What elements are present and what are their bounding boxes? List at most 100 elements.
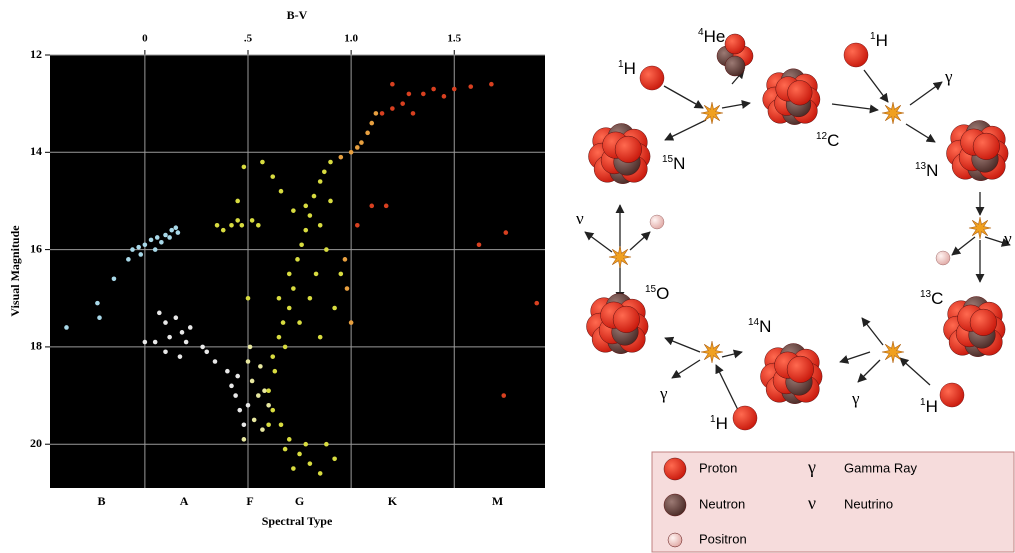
spectral-type-label: F: [246, 494, 253, 508]
star-point: [308, 213, 313, 218]
star-point: [287, 306, 292, 311]
arrow: [716, 365, 738, 410]
y-tick-label: 14: [30, 144, 42, 158]
star-point: [328, 160, 333, 165]
star-point: [235, 218, 240, 223]
arrow: [832, 104, 878, 110]
figure: B-V Spectral Type Visual Magnitude 0.51.…: [0, 0, 1015, 553]
star-point: [153, 340, 158, 345]
symbol: γ: [659, 384, 668, 403]
star-point: [126, 257, 131, 262]
spectral-type-label: K: [388, 494, 398, 508]
y-tick-label: 16: [30, 241, 42, 255]
star-point: [303, 442, 308, 447]
arrow: [900, 358, 930, 385]
mass-number: 12: [816, 131, 828, 142]
reaction-star: [701, 341, 723, 363]
star-point: [318, 179, 323, 184]
reaction-star: [701, 102, 723, 124]
star-point: [369, 121, 374, 126]
star-point: [489, 82, 494, 87]
mass-number: 13: [920, 289, 932, 300]
star-point: [143, 242, 148, 247]
star-point: [270, 354, 275, 359]
proton: [973, 133, 1000, 160]
star-point: [355, 223, 360, 228]
star-point: [349, 150, 354, 155]
star-point: [308, 296, 313, 301]
symbol: γ: [944, 67, 953, 86]
star-point: [246, 359, 251, 364]
star-point: [270, 174, 275, 179]
legend-symbol: γ: [807, 457, 816, 477]
spectral-type-label: B: [98, 494, 106, 508]
arrow: [585, 232, 612, 252]
symbol: He: [704, 27, 726, 46]
symbol: H: [624, 59, 636, 78]
symbol: C: [931, 289, 943, 308]
star-point: [407, 92, 412, 97]
star-point: [174, 225, 179, 230]
positron: [936, 251, 950, 265]
star-point: [349, 320, 354, 325]
star-point: [248, 345, 253, 350]
star-point: [297, 452, 302, 457]
nucleus-label: γ: [851, 389, 860, 408]
star-point: [380, 111, 385, 116]
star-point: [277, 296, 282, 301]
star-point: [314, 272, 319, 277]
star-point: [273, 369, 278, 374]
nucleus-label: 13N: [915, 161, 938, 181]
star-point: [283, 345, 288, 350]
star-point: [308, 461, 313, 466]
nucleus-label: 12C: [816, 131, 839, 151]
star-point: [262, 388, 267, 393]
arrow: [910, 82, 942, 105]
star-point: [229, 223, 234, 228]
symbol: ν: [1004, 229, 1012, 248]
y-tick-label: 18: [30, 339, 42, 353]
star-point: [390, 106, 395, 111]
star-point: [303, 228, 308, 233]
star-point: [258, 364, 263, 369]
star-point: [291, 286, 296, 291]
star-point: [97, 315, 102, 320]
symbol: N: [759, 317, 771, 336]
star-point: [235, 374, 240, 379]
star-point: [281, 320, 286, 325]
star-point: [159, 240, 164, 245]
legend-swatch: [664, 458, 686, 480]
star-point: [345, 286, 350, 291]
star-point: [297, 320, 302, 325]
symbol: ν: [576, 209, 584, 228]
neutron: [725, 56, 745, 76]
y-tick-label: 20: [30, 436, 42, 450]
star-point: [95, 301, 100, 306]
star-point: [365, 131, 370, 136]
spectral-type-label: G: [295, 494, 304, 508]
arrow: [722, 352, 742, 357]
legend-label: Positron: [699, 531, 747, 546]
star-point: [213, 359, 218, 364]
star-point: [291, 208, 296, 213]
star-point: [112, 276, 117, 281]
star-point: [279, 189, 284, 194]
x-axis-label: Spectral Type: [262, 514, 333, 528]
star-point: [279, 422, 284, 427]
star-point: [143, 340, 148, 345]
star-point: [252, 418, 257, 423]
proton: [640, 66, 664, 90]
star-point: [287, 437, 292, 442]
star-point: [468, 84, 473, 89]
star-point: [167, 235, 172, 240]
arrow: [722, 103, 750, 108]
star-point: [260, 160, 265, 165]
positron: [650, 215, 664, 229]
nucleus-label: ν: [576, 209, 584, 228]
legend-swatch: [664, 494, 686, 516]
legend-swatch: [668, 533, 682, 547]
star-point: [153, 247, 158, 252]
proton: [615, 136, 642, 163]
arrow: [664, 86, 703, 108]
